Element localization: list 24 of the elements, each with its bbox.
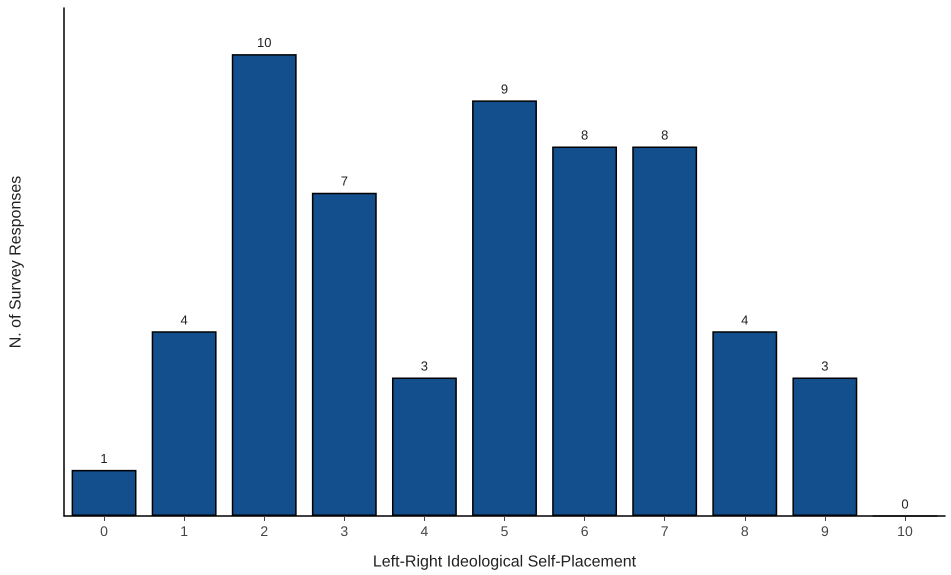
x-tick-label: 7 [660,523,669,539]
x-tick-label: 6 [580,523,589,539]
x-tick-label: 5 [500,523,509,539]
data-label: 3 [420,358,428,374]
x-tick-label: 10 [897,523,913,539]
data-label: 8 [661,128,668,143]
x-tick-label: 4 [420,523,429,539]
data-label: 3 [821,358,828,374]
x-tick-label: 9 [820,523,829,539]
x-tick-label: 2 [260,523,268,539]
x-tick-label: 8 [740,523,749,539]
data-label: 7 [340,174,348,189]
data-label: 4 [741,312,748,328]
data-label: 8 [580,128,588,143]
x-tick-label: 0 [100,523,108,539]
data-label: 0 [901,496,909,512]
data-label: 10 [256,35,272,50]
x-tick-label: 1 [180,523,188,539]
x-axis-title: Left-Right Ideological Self-Placement [372,554,637,570]
x-tick-label: 3 [340,523,348,539]
y-axis-title: N. of Survey Responses [8,176,24,348]
data-label: 1 [100,450,108,466]
data-label: 9 [500,81,508,96]
data-label: 4 [180,312,188,328]
